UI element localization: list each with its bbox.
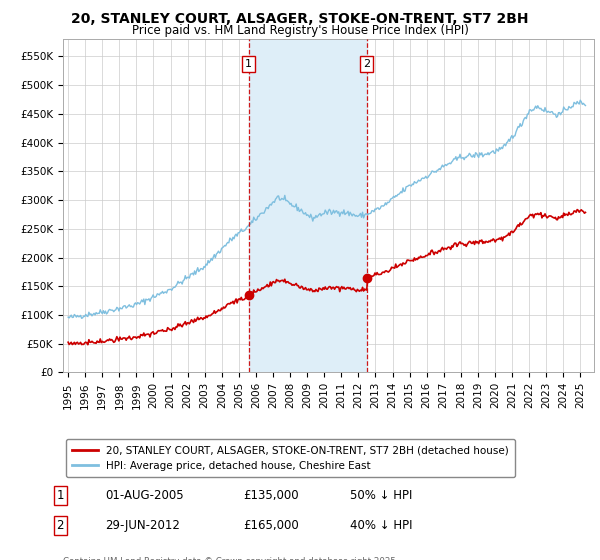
Text: 2: 2 (363, 59, 370, 69)
Text: Price paid vs. HM Land Registry's House Price Index (HPI): Price paid vs. HM Land Registry's House … (131, 24, 469, 37)
Text: 40% ↓ HPI: 40% ↓ HPI (350, 519, 412, 532)
Text: Contains HM Land Registry data © Crown copyright and database right 2025.
This d: Contains HM Land Registry data © Crown c… (63, 557, 398, 560)
Legend: 20, STANLEY COURT, ALSAGER, STOKE-ON-TRENT, ST7 2BH (detached house), HPI: Avera: 20, STANLEY COURT, ALSAGER, STOKE-ON-TRE… (65, 439, 515, 477)
Text: 01-AUG-2005: 01-AUG-2005 (106, 489, 184, 502)
Text: £135,000: £135,000 (244, 489, 299, 502)
Text: 20, STANLEY COURT, ALSAGER, STOKE-ON-TRENT, ST7 2BH: 20, STANLEY COURT, ALSAGER, STOKE-ON-TRE… (71, 12, 529, 26)
Text: 29-JUN-2012: 29-JUN-2012 (106, 519, 181, 532)
Bar (249, 39, 367, 372)
Text: £165,000: £165,000 (244, 519, 299, 532)
Text: 1: 1 (56, 489, 64, 502)
Text: 50% ↓ HPI: 50% ↓ HPI (350, 489, 412, 502)
Text: 2: 2 (56, 519, 64, 532)
Text: 1: 1 (245, 59, 252, 69)
